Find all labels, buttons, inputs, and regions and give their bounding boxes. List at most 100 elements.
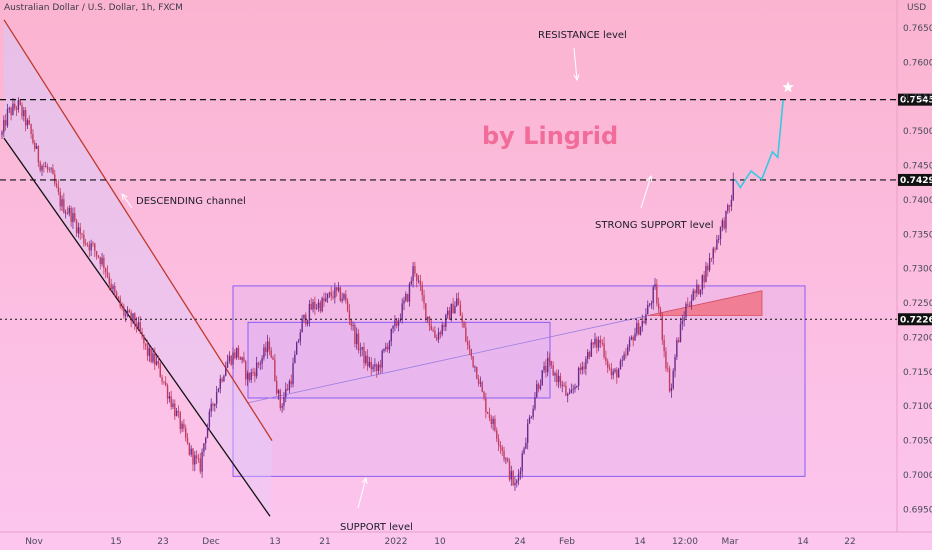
price-tag-label: 0.72265 <box>900 315 932 325</box>
candle-body <box>326 293 329 299</box>
candle-body <box>596 338 598 348</box>
candle-body <box>72 213 74 223</box>
candle-body <box>66 212 69 214</box>
candle-body <box>90 243 92 251</box>
candle-body <box>117 296 120 299</box>
candle-body <box>648 304 651 306</box>
price-tag-bg <box>898 173 932 186</box>
candle-body <box>128 310 131 313</box>
candle-body <box>84 243 87 245</box>
channel-upper-line <box>3 19 273 441</box>
candle-body <box>452 303 454 314</box>
candle-body <box>297 341 300 343</box>
candle-body <box>488 413 491 418</box>
candle-body <box>337 287 340 291</box>
candle-body <box>443 325 445 327</box>
candle-body <box>148 348 151 356</box>
candle-body <box>230 355 232 365</box>
candle-body <box>143 335 145 344</box>
candle-body <box>161 377 163 382</box>
candle-body <box>254 372 256 377</box>
candle-body <box>34 142 36 149</box>
candle-body <box>659 309 662 316</box>
candle-body <box>359 349 362 351</box>
candle-body <box>525 442 527 449</box>
candle-body <box>265 347 267 353</box>
candle-body <box>261 357 263 364</box>
candle-body <box>77 227 80 234</box>
candle-body <box>303 314 305 319</box>
price-tag-bg <box>898 93 932 106</box>
candle-body <box>388 341 391 350</box>
candle-body <box>3 120 5 133</box>
candle-body <box>607 361 609 368</box>
candle-body <box>470 349 473 357</box>
candle-body <box>650 303 653 305</box>
candle-body <box>505 458 507 460</box>
candle-body <box>343 294 345 299</box>
candle-body <box>727 205 729 211</box>
candle-body <box>286 388 289 391</box>
candle-body <box>185 428 187 438</box>
candle-body <box>23 110 25 117</box>
candle-body <box>503 450 505 460</box>
candle-body <box>474 366 476 368</box>
candle-body <box>361 346 363 350</box>
candle-body <box>592 342 594 345</box>
candle-body <box>414 266 416 274</box>
candle-body <box>472 356 474 368</box>
candle-body <box>621 360 623 361</box>
time-axis: Nov 15 23 Dec 13 21 2022 10 24 Feb 14 12:00 Mar 14 22 <box>25 537 856 547</box>
candle-body <box>188 442 191 455</box>
channel-fill <box>4 19 272 517</box>
candle-body <box>365 355 367 364</box>
candle-body <box>390 328 392 342</box>
candle-body <box>461 315 463 322</box>
candle-body <box>75 220 78 234</box>
candle-body <box>206 426 209 438</box>
candle-body <box>714 248 716 250</box>
candle-body <box>583 366 585 369</box>
candle-body <box>610 368 613 376</box>
candle-body <box>57 186 60 192</box>
descending-arrow <box>121 193 133 209</box>
candle-body <box>356 333 358 345</box>
candle-body <box>194 455 196 465</box>
candle-body <box>485 398 487 413</box>
candle-body <box>237 347 240 357</box>
candle-body <box>672 370 674 388</box>
candle-body <box>559 375 562 386</box>
candle-body <box>215 391 218 404</box>
candle-body <box>386 346 389 350</box>
candle-body <box>252 372 254 373</box>
candle-body <box>48 169 50 170</box>
candle-body <box>719 226 722 240</box>
candle-body <box>570 389 573 393</box>
time-tick-label: 21 <box>319 537 330 547</box>
candle-body <box>205 437 207 444</box>
candle-body <box>645 314 647 324</box>
price-tag-bg <box>898 313 932 326</box>
candle-body <box>710 258 713 259</box>
candle-body <box>132 313 134 321</box>
candle-body <box>99 257 101 265</box>
candle-body <box>457 298 460 305</box>
candle-body <box>234 352 236 358</box>
projection-path <box>734 81 794 190</box>
candle-body <box>19 100 21 105</box>
candle-body <box>728 205 731 207</box>
candle-body <box>334 287 336 298</box>
candle-body <box>643 321 645 324</box>
candle-body <box>568 392 571 394</box>
candle-body <box>725 210 727 229</box>
watermark-text: by Lingrid <box>482 122 618 150</box>
candle-body <box>350 320 352 326</box>
candle-body <box>257 362 260 365</box>
candle-body <box>410 281 412 284</box>
candle-body <box>463 321 465 328</box>
candle-body <box>627 346 629 355</box>
candle-body <box>376 364 378 371</box>
